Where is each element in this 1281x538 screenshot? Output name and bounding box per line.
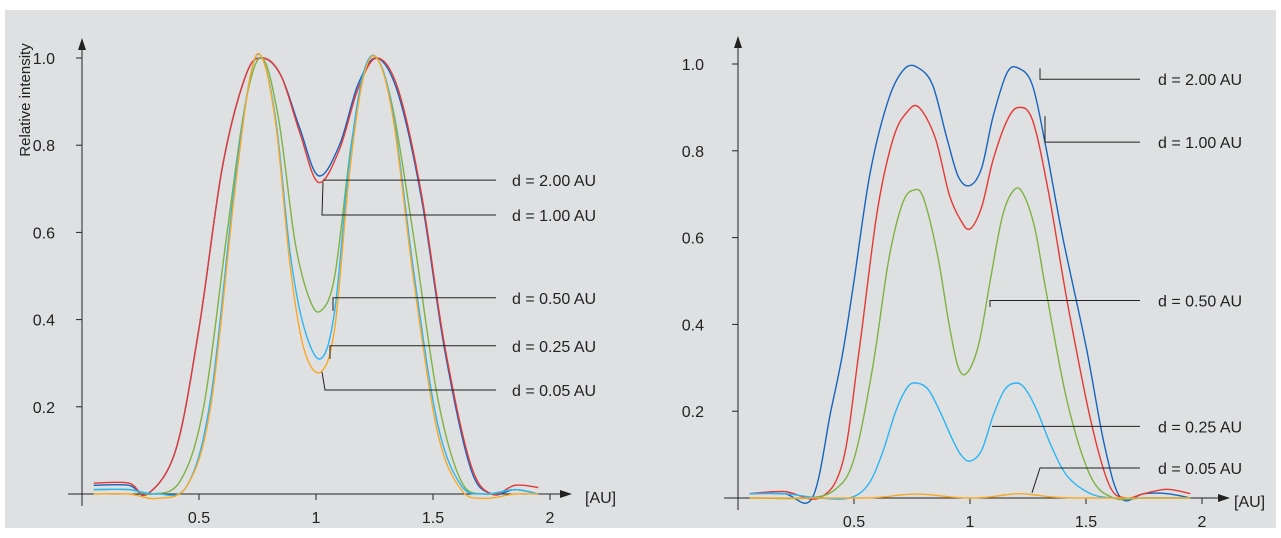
x-tick-label: 2 [1198,514,1207,531]
legend-label: d = 2.00 AU [1158,72,1242,89]
x-tick-label: 1.5 [422,510,444,527]
y-tick-label: 1.0 [33,51,55,68]
y-tick-label: 0.4 [682,317,704,334]
y-tick-label: 0.8 [682,144,704,161]
legend-leader-line [989,300,1140,308]
y-axis-label: Relative intensity [17,43,34,157]
x-axis-label: [AU] [1234,494,1265,511]
y-tick-label: 0.6 [33,225,55,242]
x-tick-label: 1 [312,510,321,527]
series-line-3 [749,382,1191,500]
legend-label: d = 0.25 AU [512,339,596,356]
right-chart-panel: 0.5 1 1.5 2 0.2 0.4 0.6 0.8 1.0 [AU] d = 2.00 AU d … [682,36,1265,531]
series-line-3 [93,53,539,497]
series-line-2 [93,54,539,495]
legend-leader-line [321,182,496,216]
y-tick-label: 1.0 [682,57,704,74]
y-tick-label: 0.2 [33,400,55,417]
series-line-4 [749,492,1191,499]
legend-label: d = 1.00 AU [512,208,596,225]
legend-label: d = 2.00 AU [512,173,596,190]
legend-label: d = 0.50 AU [512,291,596,308]
x-axis-arrow [1218,494,1230,502]
legend-label: d = 1.00 AU [1158,135,1242,152]
legend-label: d = 0.25 AU [1158,419,1242,436]
x-tick-label: 0.5 [188,510,210,527]
left-chart-panel: 0.5 1 1.5 2 0.2 0.4 0.6 0.8 1.0 [AU] Relative inte… [17,38,616,527]
legend-label: d = 0.05 AU [512,383,596,400]
y-tick-label: 0.6 [682,231,704,248]
legend-leader-line [1044,116,1140,143]
legend-leader-line [1031,467,1140,493]
legend-leader-line [329,345,496,359]
y-axis-arrow [78,38,86,50]
x-tick-label: 1 [966,514,975,531]
legend-label: d = 0.05 AU [1158,461,1242,478]
legend-leader-line [1039,68,1140,80]
x-tick-label: 0.5 [843,514,865,531]
series-line-2 [749,187,1191,501]
y-axis-arrow [734,36,742,48]
y-tick-label: 0.4 [33,313,55,330]
y-tick-label: 0.2 [682,404,704,421]
series-line-1 [749,104,1191,500]
x-axis-label: [AU] [585,490,616,507]
y-tick-label: 0.8 [33,138,55,155]
legend-leader-line [321,371,496,391]
series-line-1 [93,57,539,496]
series-line-0 [749,64,1191,504]
x-tick-label: 2 [546,510,555,527]
series-line-4 [93,52,539,500]
figure-background [5,10,1276,528]
legend-leader-line [332,297,496,311]
x-axis-arrow [560,490,572,498]
legend-label: d = 0.50 AU [1158,294,1242,311]
x-tick-label: 1.5 [1075,514,1097,531]
